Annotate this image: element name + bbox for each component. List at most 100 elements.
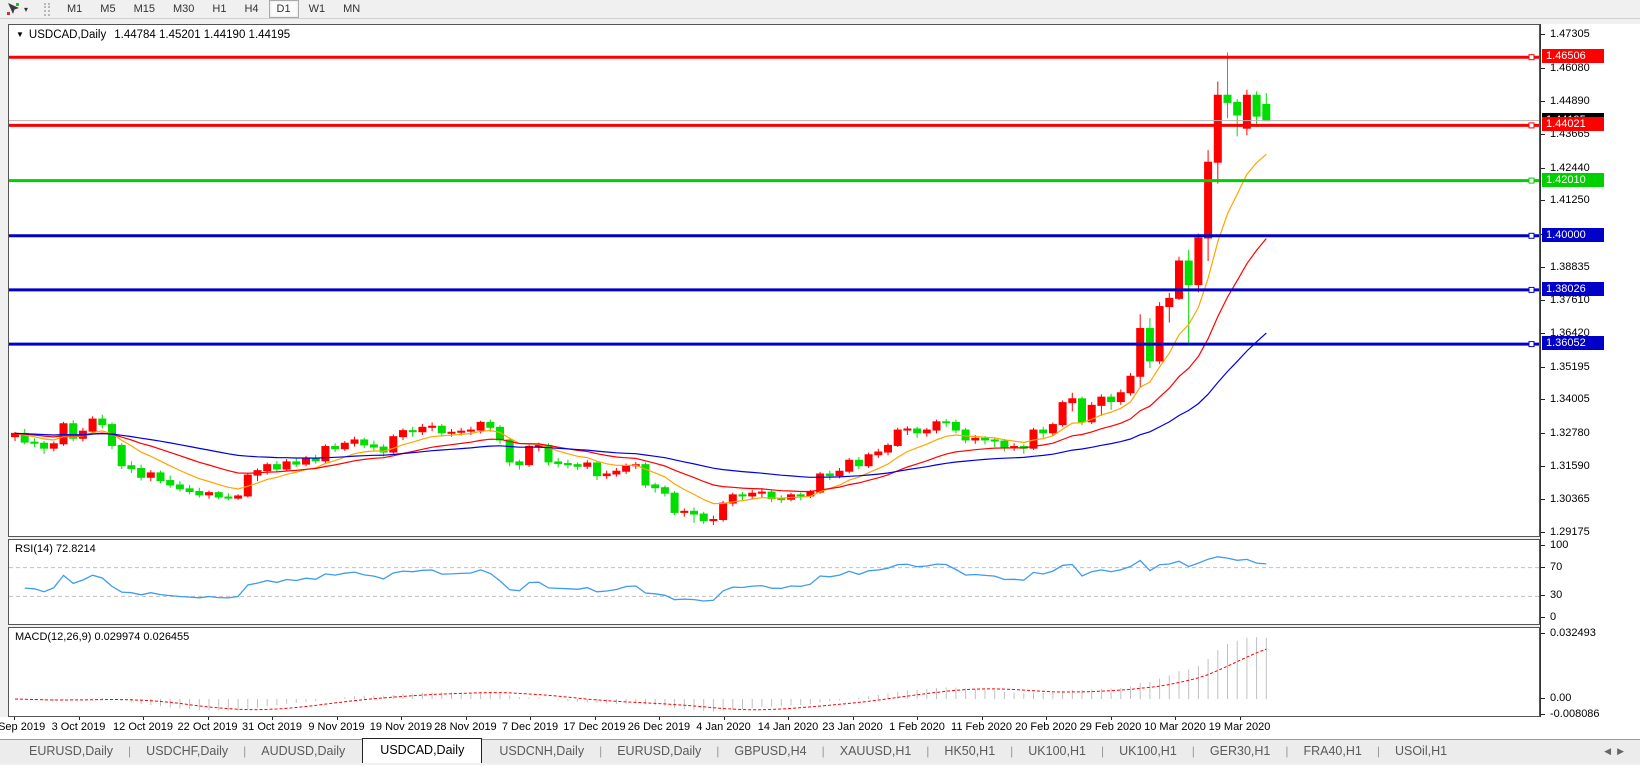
- chart-tab-uk100-h1[interactable]: UK100,H1: [1119, 744, 1177, 758]
- candle-body: [263, 464, 272, 472]
- macd-canvas[interactable]: [9, 628, 1539, 716]
- date-label: 29 Feb 2020: [1079, 721, 1142, 733]
- axis-tick-mark: [1541, 300, 1545, 302]
- rsi-panel[interactable]: RSI(14) 72.8214: [8, 539, 1540, 625]
- candle-body: [175, 484, 184, 490]
- line-anchor-marker[interactable]: [1528, 54, 1535, 61]
- candle-body: [437, 425, 446, 434]
- timeframe-button-d1[interactable]: D1: [268, 0, 299, 18]
- timeframe-button-m30[interactable]: M30: [172, 3, 195, 15]
- candle-body: [922, 429, 931, 434]
- chart-tab-eurusd-daily[interactable]: EURUSD,Daily: [617, 744, 702, 758]
- macd-axis-label: 0.032493: [1550, 627, 1596, 639]
- chart-title-symbol: USDCAD,Daily: [28, 29, 107, 41]
- tab-separator: |: [1285, 744, 1289, 758]
- toolbar-grip[interactable]: [44, 2, 51, 16]
- chart-tab-xauusd-h1[interactable]: XAUUSD,H1: [839, 744, 912, 758]
- candle-body: [476, 421, 485, 431]
- candle-body: [1204, 161, 1213, 239]
- price-axis-label: 1.38835: [1550, 260, 1590, 273]
- candle-body: [835, 470, 844, 477]
- price-chart-panel[interactable]: ▼ USDCAD,Daily 1.44784 1.45201 1.44190 1.4…: [8, 24, 1540, 537]
- candle-body: [593, 462, 601, 477]
- timeframe-button-mn[interactable]: MN: [343, 3, 361, 15]
- candle-body: [428, 425, 437, 428]
- chart-tab-audusd-daily[interactable]: AUDUSD,Daily: [261, 744, 346, 758]
- chart-dropdown-icon[interactable]: ▼: [16, 30, 24, 39]
- timeframe-button-m5[interactable]: M5: [100, 3, 116, 15]
- candle-body: [1000, 440, 1009, 448]
- timeframe-button-h4[interactable]: H4: [244, 3, 259, 15]
- candle-body: [1097, 396, 1106, 406]
- chart-tab-uk100-h1[interactable]: UK100,H1: [1028, 744, 1086, 758]
- chart-tab-gbpusd-h4[interactable]: GBPUSD,H4: [734, 744, 807, 758]
- candle-body: [137, 467, 146, 478]
- tab-separator: |: [1010, 744, 1014, 758]
- line-anchor-marker[interactable]: [1528, 122, 1535, 129]
- chart-tab-eurusd-daily[interactable]: EURUSD,Daily: [29, 744, 114, 758]
- line-anchor-marker[interactable]: [1528, 341, 1535, 348]
- price-chart-canvas[interactable]: [9, 25, 1539, 536]
- chart-tab-usoil-h1[interactable]: USOil,H1: [1394, 744, 1448, 758]
- candle-body: [1136, 328, 1145, 377]
- candle-body: [660, 487, 669, 494]
- chart-tab-hk50-h1[interactable]: HK50,H1: [944, 744, 996, 758]
- chart-tab-ger30-h1[interactable]: GER30,H1: [1209, 744, 1271, 758]
- tab-scroll-right-icon[interactable]: ▶: [1617, 746, 1630, 756]
- timeframe-button-w1[interactable]: W1: [308, 3, 326, 15]
- date-label: 7 Dec 2019: [501, 721, 559, 733]
- candle-body: [1116, 392, 1125, 403]
- macd-panel[interactable]: MACD(12,26,9) 0.029974 0.026455: [8, 627, 1540, 717]
- candle-body: [583, 462, 592, 467]
- axis-tick-mark: [1541, 499, 1545, 501]
- candle-body: [408, 430, 417, 433]
- axis-tick-mark: [1541, 465, 1545, 467]
- candle-body: [302, 458, 310, 465]
- price-axis-label: 1.30365: [1550, 493, 1590, 506]
- candle-body: [156, 472, 165, 482]
- chart-tab-usdcnh-daily[interactable]: USDCNH,Daily: [499, 744, 585, 758]
- ma-line-slow: [14, 332, 1267, 478]
- axis-tick-mark: [1541, 34, 1545, 36]
- candle-body: [854, 459, 863, 467]
- candle-body: [127, 465, 136, 469]
- panel-splitter[interactable]: [8, 625, 1540, 627]
- axis-tick-mark: [1541, 595, 1545, 597]
- candle-body: [602, 473, 611, 477]
- candle-body: [389, 436, 398, 453]
- candle-body: [350, 439, 359, 444]
- date-label: 3 Oct 2019: [51, 721, 106, 733]
- timeframe-button-h1[interactable]: H1: [212, 3, 227, 15]
- axis-tick-mark: [1541, 714, 1545, 716]
- line-anchor-marker[interactable]: [1528, 177, 1535, 184]
- panel-splitter[interactable]: [8, 537, 1540, 539]
- axis-tick-mark: [1541, 399, 1545, 401]
- candle-body: [30, 441, 39, 444]
- toolbar: ▾ M1 M5 M15 M30 H1 H4 D1 W1 MN: [0, 0, 1640, 19]
- chart-tab-usdchf-daily[interactable]: USDCHF,Daily: [146, 744, 229, 758]
- price-axis-label: 1.35195: [1550, 360, 1590, 373]
- candle-body: [563, 463, 572, 466]
- timeframe-button-group: M1 M5 M15 M30 H1 H4 D1 W1 MN: [58, 0, 369, 18]
- line-anchor-marker[interactable]: [1528, 286, 1535, 293]
- date-label: 9 Nov 2019: [308, 721, 365, 733]
- timeframe-button-m15[interactable]: M15: [133, 3, 155, 15]
- candle-body: [641, 464, 650, 486]
- candle-body: [913, 428, 922, 434]
- rsi-canvas[interactable]: [9, 540, 1539, 624]
- candle-body: [457, 430, 466, 433]
- chart-tab-fra40-h1[interactable]: FRA40,H1: [1303, 744, 1362, 758]
- cursor-tool-button[interactable]: ▾: [0, 0, 34, 18]
- line-anchor-marker[interactable]: [1528, 232, 1535, 239]
- chart-tab-usdcad-daily[interactable]: USDCAD,Daily: [362, 738, 483, 763]
- date-tick-mark: [917, 717, 918, 720]
- dropdown-caret-icon: ▾: [24, 4, 29, 14]
- ma-line-fast: [14, 153, 1267, 505]
- candle-body: [1242, 94, 1251, 129]
- tab-scroll-left-icon[interactable]: ◀: [1604, 746, 1618, 756]
- date-axis[interactable]: 24 Sep 2019 3 Oct 2019 12 Oct 2019 22 Oct 2…: [0, 717, 1640, 739]
- timeframe-button-m1[interactable]: M1: [67, 3, 83, 15]
- date-tick-mark: [1175, 717, 1176, 720]
- price-axis[interactable]: 1.47305 1.46080 1.44890 1.43665 1.42440 1.412…: [1540, 24, 1640, 720]
- candle-body: [195, 491, 204, 496]
